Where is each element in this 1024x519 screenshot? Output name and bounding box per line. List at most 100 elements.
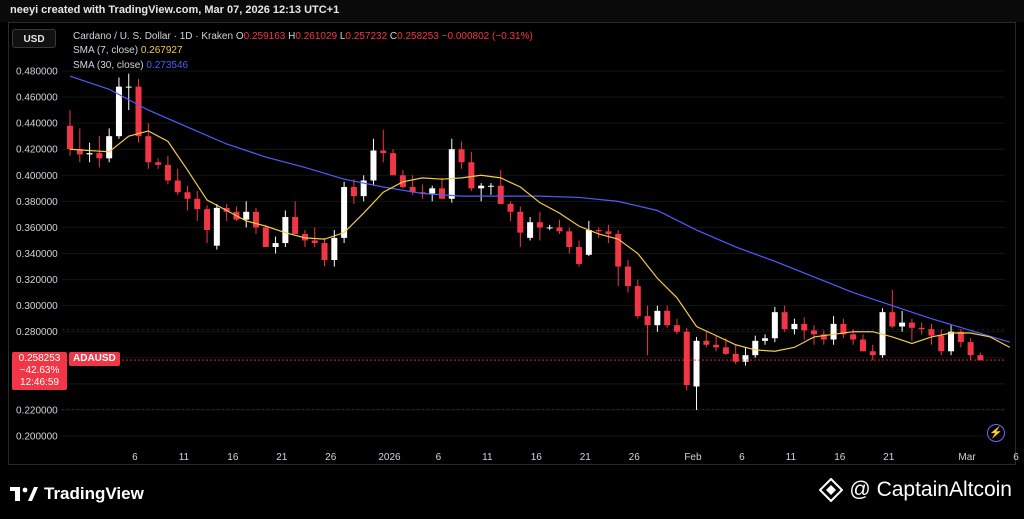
topbar: neeyi created with TradingView.com, Mar … — [0, 0, 1024, 22]
candle-body — [585, 230, 592, 255]
candle-body — [683, 331, 690, 386]
candle-body — [536, 222, 543, 228]
x-tick-label: 26 — [629, 452, 641, 463]
y-tick-label: 0.420000 — [16, 145, 58, 156]
candle-body — [595, 230, 602, 232]
candle-body — [732, 353, 739, 362]
legend-symbol: Cardano / U. S. Dollar · 1D · Kraken O0.… — [73, 31, 533, 42]
candle-body — [380, 150, 387, 154]
candle-body — [791, 323, 798, 330]
y-tick-label: 0.400000 — [16, 171, 58, 182]
candle-body — [135, 86, 142, 137]
candle-body — [272, 243, 279, 247]
credit: @ CaptainAltcoin — [819, 478, 1012, 502]
candle-body — [399, 175, 406, 188]
candle-body — [859, 339, 866, 352]
x-tick-label: 21 — [276, 452, 288, 463]
candle-body — [155, 162, 162, 165]
candle-body — [811, 330, 817, 335]
candle-body — [458, 149, 465, 163]
candle-body — [243, 211, 250, 220]
candle-body — [752, 340, 759, 356]
candle-body — [957, 331, 964, 343]
sma7-label: SMA (7, close) — [73, 45, 139, 56]
candle-body — [86, 153, 93, 155]
candle-body — [96, 153, 103, 159]
x-tick-label: 11 — [179, 452, 190, 463]
candle-body — [67, 125, 73, 150]
symbol-badge: ADAUSD — [69, 352, 120, 366]
candle-body — [164, 164, 171, 181]
candle-body — [292, 217, 299, 234]
candle-body — [781, 312, 788, 330]
y-tick-label: 0.340000 — [16, 249, 58, 260]
created-by-text: neeyi created with TradingView.com, Mar … — [10, 4, 340, 16]
y-tick-label: 0.360000 — [16, 223, 58, 234]
candle-body — [174, 180, 181, 193]
x-tick-label: 16 — [834, 452, 846, 463]
candle-body — [115, 86, 122, 137]
candle-body — [204, 209, 211, 231]
candle-body — [341, 187, 348, 238]
candle-body — [879, 312, 886, 356]
candle-body — [654, 310, 661, 326]
y-tick-label: 0.300000 — [16, 301, 58, 312]
candle-body — [125, 86, 132, 88]
sma7-line — [69, 130, 1011, 352]
ohlc-o-label: O — [235, 31, 244, 42]
candle-body — [850, 334, 857, 340]
sma7-value: 0.267927 — [140, 45, 183, 56]
price-badge-countdown: 12:46:59 — [20, 377, 59, 388]
candle-body — [527, 222, 534, 238]
candle-body — [928, 329, 935, 336]
sma30-value: 0.273546 — [146, 60, 189, 71]
candle-body — [350, 187, 357, 197]
tradingview-mark-icon — [10, 487, 38, 501]
ohlc-h-label: H — [288, 31, 296, 42]
currency-button[interactable]: USD — [12, 29, 56, 48]
x-tick-label: 6 — [132, 452, 138, 463]
candle-body — [184, 192, 191, 199]
candle-body — [262, 227, 269, 247]
candle-body — [605, 231, 612, 234]
legend-sma7[interactable]: SMA (7, close) 0.267927 — [73, 45, 183, 56]
candle-body — [517, 211, 524, 233]
candle-body — [908, 322, 915, 328]
candle-body — [625, 266, 631, 287]
candle-body — [439, 188, 445, 199]
y-tick-label: 0.200000 — [16, 432, 58, 443]
x-tick-label: 26 — [325, 452, 337, 463]
ohlc-c-label: C — [389, 31, 398, 42]
chart-panel[interactable] — [8, 22, 1016, 465]
candle-body — [713, 344, 720, 348]
candle-body — [615, 233, 622, 267]
candle-body — [820, 334, 827, 340]
candle-body — [938, 335, 945, 352]
candle-body — [742, 355, 749, 362]
candle-body — [673, 325, 680, 332]
x-tick-label: 16 — [531, 452, 543, 463]
candle-body — [899, 322, 906, 327]
price-badge: 0.258253 −42.63% 12:46:59 — [12, 352, 67, 390]
candle-body — [664, 310, 671, 326]
x-tick-label: 6 — [436, 452, 442, 463]
y-tick-label: 0.380000 — [16, 197, 58, 208]
candle-body — [889, 312, 896, 327]
candle-body — [321, 243, 328, 261]
price-badge-price: 0.258253 — [18, 353, 61, 364]
candle-body — [634, 286, 641, 317]
candle-body — [566, 231, 573, 247]
candle-body — [918, 327, 925, 330]
lightning-icon[interactable]: ⚡ — [987, 424, 1005, 442]
brand-name: TradingView — [44, 484, 144, 503]
candle-body — [194, 198, 201, 210]
legend-sma30[interactable]: SMA (30, close) 0.273546 — [73, 60, 188, 71]
x-tick-label: Mar — [958, 452, 976, 463]
ohlc-h-value: 0.261029 — [295, 31, 338, 42]
candle-body — [331, 237, 338, 261]
x-tick-label: 6 — [1013, 452, 1019, 463]
candle-body — [576, 246, 583, 264]
x-tick-label: Feb — [684, 452, 702, 463]
grid — [62, 70, 1005, 437]
